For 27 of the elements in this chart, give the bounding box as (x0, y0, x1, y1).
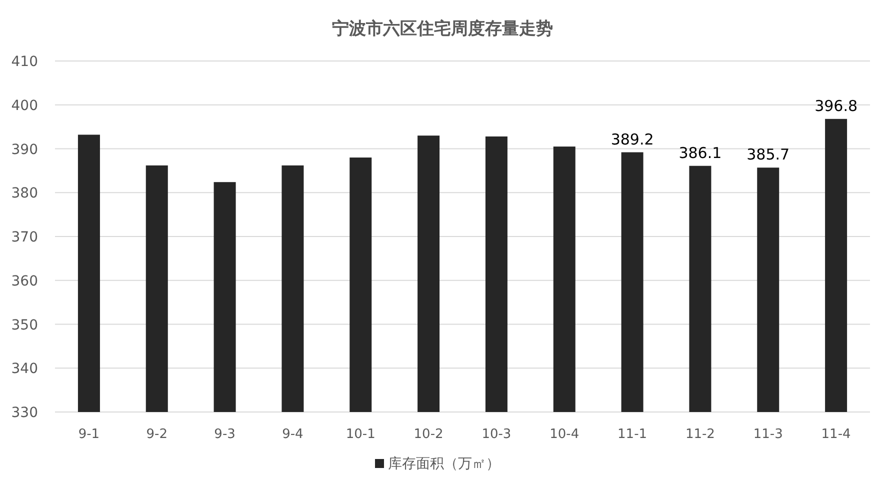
y-tick-label: 400 (11, 98, 38, 114)
y-tick-label: 390 (11, 142, 38, 158)
x-tick-label: 10-1 (346, 427, 376, 442)
y-tick-label: 360 (11, 273, 38, 290)
x-tick-label: 9-4 (282, 427, 304, 442)
x-tick-label: 9-3 (214, 427, 236, 442)
data-label: 386.1 (678, 144, 722, 162)
y-tick-label: 340 (11, 361, 38, 378)
x-tick-label: 9-1 (78, 427, 100, 442)
legend-label: 库存面积（万㎡） (388, 456, 500, 472)
chart-title: 宁波市六区住宅周度存量走势 (332, 19, 553, 39)
x-tick-label: 11-2 (685, 427, 715, 442)
x-tick-label: 11-3 (753, 427, 783, 442)
data-label: 385.7 (746, 146, 790, 164)
data-label: 389.2 (610, 130, 654, 148)
x-tick-label: 11-1 (618, 427, 648, 442)
data-label: 396.8 (814, 96, 858, 115)
x-tick-label: 10-4 (550, 427, 580, 442)
x-tick-label: 9-2 (146, 427, 168, 442)
y-tick-label: 350 (11, 317, 38, 334)
y-tick-label: 410 (11, 54, 38, 70)
x-tick-label: 10-3 (482, 427, 512, 442)
y-tick-label: 380 (11, 186, 38, 202)
y-tick-label: 370 (11, 230, 38, 246)
x-tick-label: 10-2 (414, 427, 444, 442)
x-tick-label: 11-4 (821, 427, 851, 442)
y-tick-label: 330 (11, 405, 38, 421)
